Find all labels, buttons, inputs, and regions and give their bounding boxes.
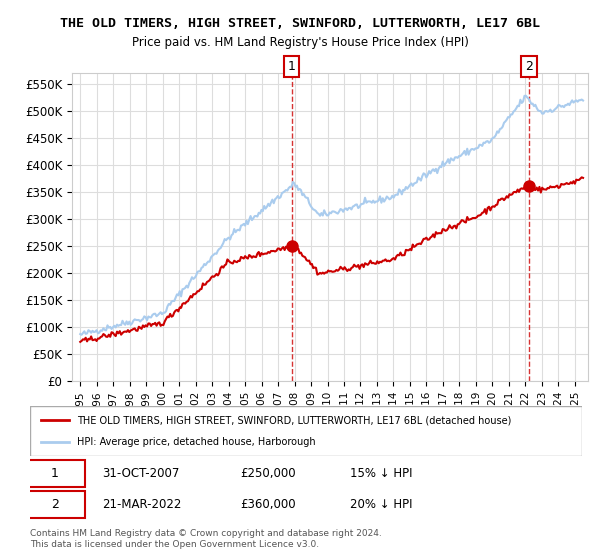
Text: 31-OCT-2007: 31-OCT-2007 [102,466,179,480]
FancyBboxPatch shape [25,460,85,487]
Text: 1: 1 [51,466,59,480]
Text: £250,000: £250,000 [240,466,295,480]
Text: 20% ↓ HPI: 20% ↓ HPI [350,497,413,511]
Text: 2: 2 [51,497,59,511]
FancyBboxPatch shape [25,491,85,517]
Text: THE OLD TIMERS, HIGH STREET, SWINFORD, LUTTERWORTH, LE17 6BL: THE OLD TIMERS, HIGH STREET, SWINFORD, L… [60,17,540,30]
FancyBboxPatch shape [30,406,582,456]
Text: 2: 2 [525,60,533,73]
Text: 21-MAR-2022: 21-MAR-2022 [102,497,181,511]
Text: £360,000: £360,000 [240,497,295,511]
Text: Price paid vs. HM Land Registry's House Price Index (HPI): Price paid vs. HM Land Registry's House … [131,36,469,49]
Text: Contains HM Land Registry data © Crown copyright and database right 2024.
This d: Contains HM Land Registry data © Crown c… [30,529,382,549]
Text: THE OLD TIMERS, HIGH STREET, SWINFORD, LUTTERWORTH, LE17 6BL (detached house): THE OLD TIMERS, HIGH STREET, SWINFORD, L… [77,415,511,425]
Text: 1: 1 [288,60,296,73]
Text: 15% ↓ HPI: 15% ↓ HPI [350,466,413,480]
Text: HPI: Average price, detached house, Harborough: HPI: Average price, detached house, Harb… [77,437,316,447]
